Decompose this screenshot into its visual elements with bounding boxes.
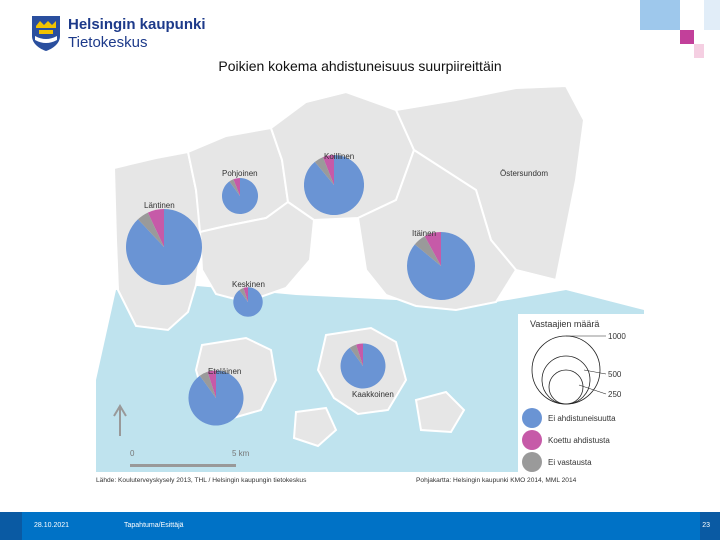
source-right: Pohjakartta: Helsingin kaupunki KMO 2014… <box>416 477 577 484</box>
district-shape-itainen <box>356 148 518 312</box>
district-label-lantinen: Läntinen <box>144 201 175 210</box>
legend-category-label: Koettu ahdistusta <box>548 436 610 445</box>
pie-slice <box>322 154 334 185</box>
legend-category-label: Ei ahdistuneisuutta <box>548 414 616 423</box>
district-map: Pohjoinen Koillinen Läntinen Itäinen Kes… <box>96 80 644 488</box>
pie-slice <box>414 236 441 266</box>
district-label-keskinen: Keskinen <box>232 280 265 289</box>
unit-name: Tietokeskus <box>68 34 148 51</box>
district-label-kaakkoinen: Kaakkoinen <box>352 390 394 399</box>
pie-lantinen <box>126 209 203 285</box>
pie-slice <box>407 232 475 300</box>
footer-date: 28.10.2021 <box>34 522 70 529</box>
north-arrow-icon <box>113 404 127 436</box>
district-label-pohjoinen: Pohjoinen <box>222 169 258 178</box>
page-number: 23 <box>702 522 710 529</box>
scale-bar: 0 5 km <box>113 404 250 467</box>
map-svg: Pohjoinen Koillinen Läntinen Itäinen Kes… <box>96 80 644 488</box>
pie-slice <box>349 344 363 366</box>
pie-slice <box>243 287 248 302</box>
pie-slice <box>356 343 363 366</box>
legend-size-circle-250 <box>548 369 584 405</box>
district-label-koillinen: Koillinen <box>324 152 354 161</box>
district-label-etelainen: Eteläinen <box>208 367 241 376</box>
district-label-itainen: Itäinen <box>412 229 436 238</box>
pie-slice <box>199 371 216 398</box>
pie-koillinen <box>303 154 365 216</box>
legend-swatch-ei-vastausta <box>522 452 542 472</box>
pie-slice <box>207 370 216 398</box>
scale-end-label: 5 km <box>232 449 250 458</box>
pie-slice <box>424 232 441 266</box>
legend-size-label: 500 <box>608 370 622 379</box>
helsinki-logo: Helsingin kaupunki Tietokeskus <box>30 14 220 54</box>
decor-square-pink <box>694 44 704 58</box>
footer-accent-left <box>0 512 22 540</box>
slide-title: Poikien kokema ahdistuneisuus suurpiirei… <box>218 58 502 74</box>
island-shape <box>414 390 466 434</box>
legend: Vastaajien määrä 1000 500 250 Ei ahdistu… <box>518 314 644 472</box>
decor-square-magenta <box>680 30 694 44</box>
legend-swatch-ei-ahdistuneisuutta <box>522 408 542 428</box>
legend-title: Vastaajien määrä <box>530 319 599 329</box>
district-label-ostersundom: Östersundom <box>500 169 548 178</box>
legend-category-label: Ei vastausta <box>548 458 592 467</box>
pie-pohjoinen <box>221 177 259 215</box>
legend-swatch-koettu-ahdistusta <box>522 430 542 450</box>
legend-size-label: 250 <box>608 390 622 399</box>
pie-itainen <box>407 232 475 300</box>
footer-event: Tapahtuma/Esittäjä <box>124 522 184 529</box>
island-shape <box>292 406 338 448</box>
source-left: Lähde: Kouluterveyskysely 2013, THL / He… <box>96 477 307 484</box>
pie-slice <box>221 177 259 215</box>
pie-slice <box>314 157 334 185</box>
pie-kaakkoinen <box>340 343 386 389</box>
pie-slice <box>188 370 244 426</box>
district-shape-keskinen <box>198 200 316 304</box>
pie-slice <box>126 209 203 285</box>
pie-slice <box>239 288 248 302</box>
decor-square-blue <box>640 0 680 30</box>
pie-etelainen <box>188 370 244 426</box>
scale-start-label: 0 <box>130 449 135 458</box>
pie-slice <box>233 177 240 196</box>
decor-square-light <box>704 0 720 30</box>
pie-slice <box>303 154 365 216</box>
footer-bar: 28.10.2021 Tapahtuma/Esittäjä 23 <box>0 512 720 540</box>
org-name: Helsingin kaupunki <box>68 16 206 33</box>
footer-accent-right <box>700 512 720 540</box>
pie-slice <box>147 209 164 247</box>
crest-icon <box>32 16 60 51</box>
legend-size-label: 1000 <box>608 332 626 341</box>
pie-keskinen <box>233 287 263 317</box>
pie-slice <box>229 179 240 196</box>
pie-slice <box>340 343 386 389</box>
pie-slice <box>233 287 263 317</box>
pie-slice <box>137 212 164 247</box>
